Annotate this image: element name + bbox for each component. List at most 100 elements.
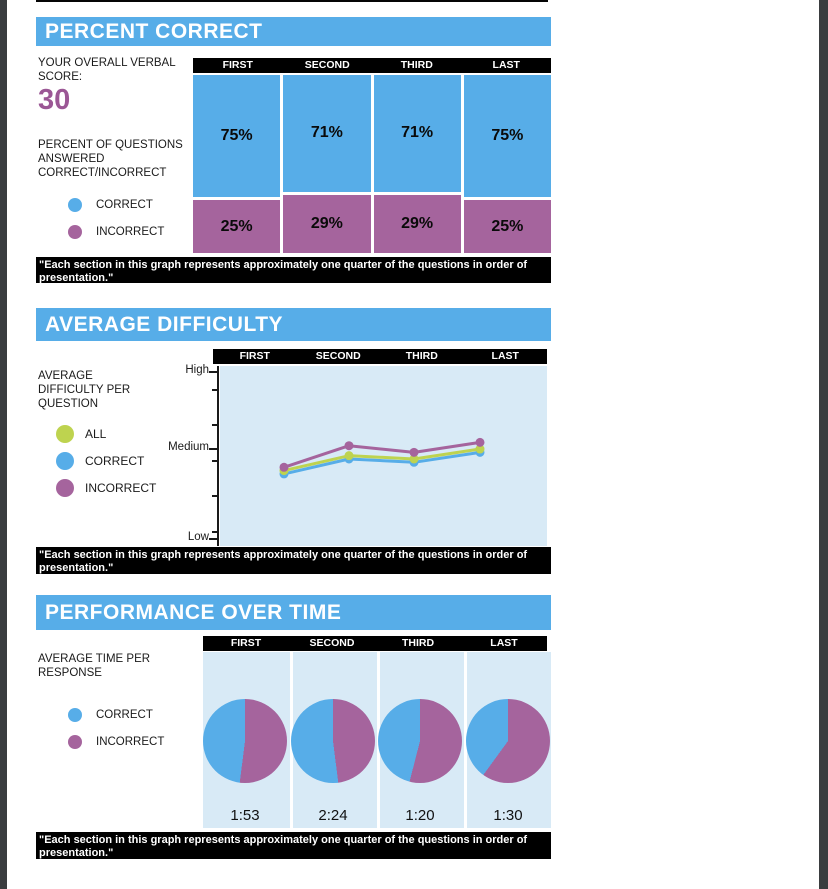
average-difficulty-column-headers: FIRST SECOND THIRD LAST [213, 349, 547, 364]
axis-tick [209, 538, 217, 540]
legend-dot-correct-icon [56, 452, 74, 470]
legend-dot-correct-icon [68, 198, 82, 212]
legend-dot-incorrect-icon [68, 225, 82, 239]
legend-item-incorrect: INCORRECT [68, 225, 164, 239]
time-pie-first [203, 699, 287, 783]
legend-label: CORRECT [96, 199, 153, 211]
incorrect-value-label: 29% [401, 214, 434, 232]
correct-bar-first: 75% [193, 75, 281, 198]
overall-score-value: 30 [38, 84, 71, 116]
legend-label: INCORRECT [96, 736, 165, 748]
time-label-second: 2:24 [318, 807, 348, 824]
y-axis-label-medium: Medium [168, 441, 209, 453]
legend-item-all: ALL [56, 425, 106, 443]
correct-bar-third: 71% [373, 75, 461, 192]
axis-tick [212, 531, 217, 533]
time-pie-last [466, 699, 550, 783]
average-difficulty-title: AVERAGE DIFFICULTY [45, 313, 284, 336]
performance-over-time-header: PERFORMANCE OVER TIME [36, 595, 551, 630]
line-incorrect [282, 440, 482, 469]
time-label-last: 1:30 [493, 807, 523, 824]
legend-label: CORRECT [85, 454, 145, 468]
line-all [282, 447, 482, 473]
legend-item-incorrect: INCORRECT [56, 479, 156, 497]
percent-correct-header: PERCENT CORRECT [36, 17, 551, 46]
correct-value-label: 71% [310, 124, 343, 142]
average-difficulty-header: AVERAGE DIFFICULTY [36, 308, 551, 341]
column-header-first: FIRST [222, 59, 253, 71]
incorrect-value-label: 29% [310, 214, 343, 232]
performance-over-time-plot: 1:53 2:24 1:20 1:30 [203, 652, 551, 828]
column-header-third: THIRD [405, 350, 438, 362]
axis-tick [212, 495, 217, 497]
column-separator [464, 652, 467, 828]
legend-item-incorrect: INCORRECT [68, 735, 164, 749]
legend-label: ALL [85, 427, 107, 441]
percent-questions-label: PERCENT OF QUESTIONS ANSWERED CORRECT/IN… [38, 139, 183, 179]
y-axis-label-high: High [185, 364, 209, 376]
point-all-last [475, 444, 485, 454]
axis-tick [212, 389, 217, 391]
legend-label: CORRECT [96, 709, 153, 721]
column-header-last: LAST [492, 59, 520, 71]
bar-column-third: 71% 29% [373, 75, 461, 253]
time-label-first: 1:53 [230, 807, 260, 824]
average-time-label: AVERAGE TIME PER RESPONSE [38, 653, 151, 679]
correct-bar-second: 71% [283, 75, 371, 192]
percent-correct-caption: "Each section in this graph represents a… [36, 257, 551, 284]
legend-item-correct: CORRECT [56, 452, 144, 470]
axis-tick [212, 460, 217, 462]
average-difficulty-caption: "Each section in this graph represents a… [36, 547, 551, 574]
correct-value-label: 71% [401, 124, 434, 142]
incorrect-bar-second: 29% [283, 194, 371, 253]
incorrect-bar-last: 25% [463, 200, 551, 253]
page-edge-right [819, 0, 828, 889]
legend-dot-correct-icon [68, 708, 82, 722]
incorrect-value-label: 25% [491, 217, 524, 235]
column-header-second: SECOND [315, 350, 361, 362]
column-header-third: THIRD [401, 637, 435, 649]
legend-item-correct: CORRECT [68, 708, 153, 722]
performance-over-time-caption: "Each section in this graph represents a… [36, 832, 551, 859]
legend-label: INCORRECT [85, 481, 157, 495]
page-edge-left [0, 0, 7, 889]
correct-value-label: 75% [491, 127, 524, 145]
time-pie-second [291, 699, 375, 783]
axis-tick [209, 448, 217, 450]
incorrect-bar-first: 25% [193, 200, 281, 253]
percent-correct-title: PERCENT CORRECT [45, 20, 263, 43]
incorrect-value-label: 25% [220, 217, 253, 235]
y-axis-line [217, 366, 219, 546]
top-border-line [36, 0, 548, 2]
column-header-third: THIRD [400, 59, 433, 71]
bar-column-second: 71% 29% [283, 75, 371, 253]
column-header-last: LAST [491, 350, 519, 362]
overall-score-label: YOUR OVERALL VERBAL SCORE: [38, 57, 176, 83]
axis-tick [209, 371, 217, 373]
time-pie-third [378, 699, 462, 783]
column-header-first: FIRST [239, 350, 270, 362]
column-header-second: SECOND [309, 637, 355, 649]
line-correct [282, 450, 482, 476]
percent-correct-bars: 75% 25% 71% 29% 71% 29% 75% 25% [193, 75, 551, 253]
performance-over-time-column-headers: FIRST SECOND THIRD LAST [203, 636, 547, 651]
legend-item-correct: CORRECT [68, 198, 153, 212]
legend-label: INCORRECT [96, 226, 165, 238]
y-axis-label-low: Low [187, 531, 209, 543]
bar-column-first: 75% 25% [193, 75, 281, 253]
point-all-third [409, 454, 419, 464]
average-difficulty-plot [220, 366, 547, 546]
incorrect-bar-third: 29% [373, 194, 461, 253]
point-incorrect-last [475, 437, 485, 447]
point-all-second [344, 451, 354, 461]
average-difficulty-label: AVERAGE DIFFICULTY PER QUESTION [38, 370, 131, 410]
time-label-third: 1:20 [405, 807, 435, 824]
performance-over-time-title: PERFORMANCE OVER TIME [45, 601, 342, 624]
column-header-second: SECOND [304, 59, 350, 71]
percent-correct-column-headers: FIRST SECOND THIRD LAST [193, 58, 551, 73]
bar-column-last: 75% 25% [463, 75, 551, 253]
column-header-last: LAST [490, 637, 518, 649]
axis-tick [212, 424, 217, 426]
point-incorrect-third [409, 447, 419, 457]
